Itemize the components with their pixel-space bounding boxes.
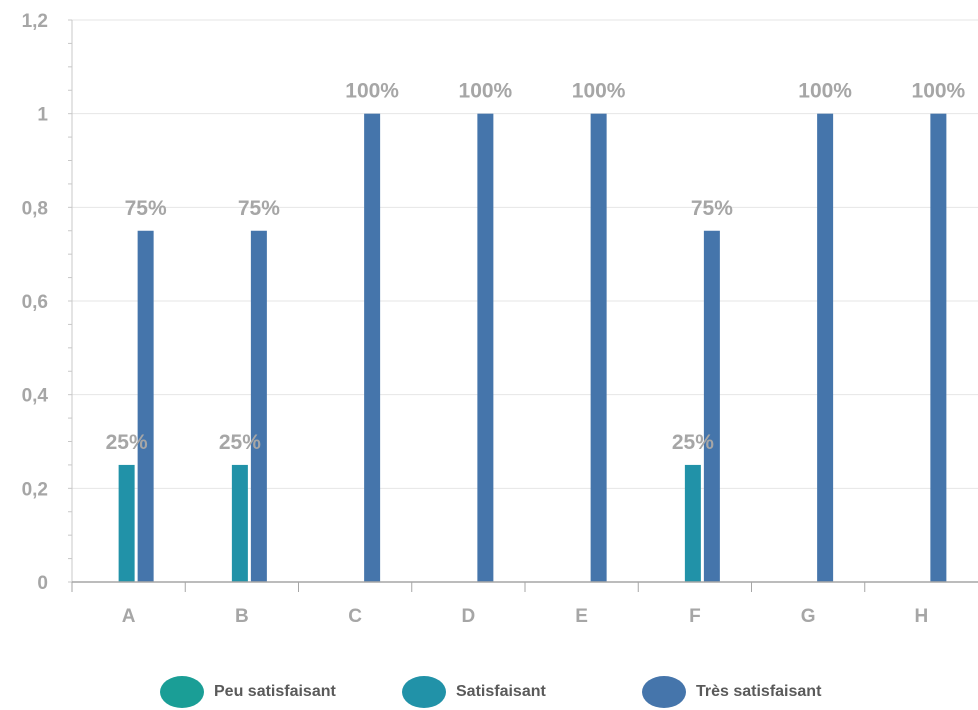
data-label: 100% bbox=[572, 80, 626, 103]
data-label: 25% bbox=[672, 431, 714, 454]
bar-a-tr-s-satisfaisant[interactable] bbox=[137, 230, 154, 582]
x-tick-label: D bbox=[462, 606, 476, 627]
y-tick-label: 0,6 bbox=[22, 292, 48, 313]
bar-e-tr-s-satisfaisant[interactable] bbox=[590, 113, 607, 583]
bar-c-tr-s-satisfaisant[interactable] bbox=[364, 113, 381, 583]
data-labels: 25% 75% 25% 75% 100% 100% 100% 25% 75% 100% 100% bbox=[106, 80, 966, 454]
legend-label: Très satisfaisant bbox=[696, 683, 822, 700]
data-label: 75% bbox=[238, 197, 280, 220]
bars bbox=[118, 113, 947, 583]
bar-f-satisfaisant[interactable] bbox=[684, 464, 701, 582]
data-label: 100% bbox=[798, 80, 852, 103]
x-tick-label: F bbox=[689, 606, 701, 627]
bar-chart: 0 0,2 0,4 0,6 0,8 1 1,2 A B C D E F G H 25% 75% 25% 75% 10… bbox=[22, 11, 978, 627]
x-tick-label: A bbox=[122, 606, 136, 627]
y-tick-label: 0 bbox=[37, 573, 48, 594]
x-tick-label: H bbox=[915, 606, 929, 627]
data-label: 100% bbox=[459, 80, 513, 103]
chart-legend: Peu satisfaisant Satisfaisant Très satis… bbox=[0, 670, 978, 710]
bar-d-tr-s-satisfaisant[interactable] bbox=[477, 113, 494, 583]
x-tick-label: C bbox=[348, 606, 362, 627]
y-tick-label: 1 bbox=[37, 105, 48, 126]
data-label: 75% bbox=[125, 197, 167, 220]
legend-swatch-tres-satisfaisant bbox=[642, 676, 686, 708]
y-tick-label: 1,2 bbox=[22, 11, 48, 32]
bar-f-tr-s-satisfaisant[interactable] bbox=[703, 230, 720, 582]
legend-label: Peu satisfaisant bbox=[214, 683, 336, 700]
legend-swatch-satisfaisant bbox=[402, 676, 446, 708]
y-tick-label: 0,2 bbox=[22, 479, 48, 500]
y-tick-label: 0,8 bbox=[22, 198, 48, 219]
data-label: 25% bbox=[219, 431, 261, 454]
legend-swatch-peu-satisfaisant bbox=[160, 676, 204, 708]
bar-g-tr-s-satisfaisant[interactable] bbox=[817, 113, 834, 583]
data-label: 100% bbox=[912, 80, 966, 103]
x-tick-label: E bbox=[575, 606, 588, 627]
bar-b-tr-s-satisfaisant[interactable] bbox=[250, 230, 267, 582]
legend-item-peu-satisfaisant[interactable]: Peu satisfaisant bbox=[160, 676, 336, 708]
x-tick-label: G bbox=[801, 606, 816, 627]
y-tick-label: 0,4 bbox=[22, 386, 49, 407]
x-tick-label: B bbox=[235, 606, 249, 627]
data-label: 25% bbox=[106, 431, 148, 454]
bar-h-tr-s-satisfaisant[interactable] bbox=[930, 113, 947, 583]
bar-b-satisfaisant[interactable] bbox=[231, 464, 248, 582]
bar-a-satisfaisant[interactable] bbox=[118, 464, 135, 582]
axes: 0 0,2 0,4 0,6 0,8 1 1,2 A B C D E F G H bbox=[22, 11, 978, 627]
data-label: 75% bbox=[691, 197, 733, 220]
data-label: 100% bbox=[345, 80, 399, 103]
legend-item-satisfaisant[interactable]: Satisfaisant bbox=[402, 676, 546, 708]
legend-label: Satisfaisant bbox=[456, 683, 546, 700]
legend-item-tres-satisfaisant[interactable]: Très satisfaisant bbox=[642, 676, 821, 708]
